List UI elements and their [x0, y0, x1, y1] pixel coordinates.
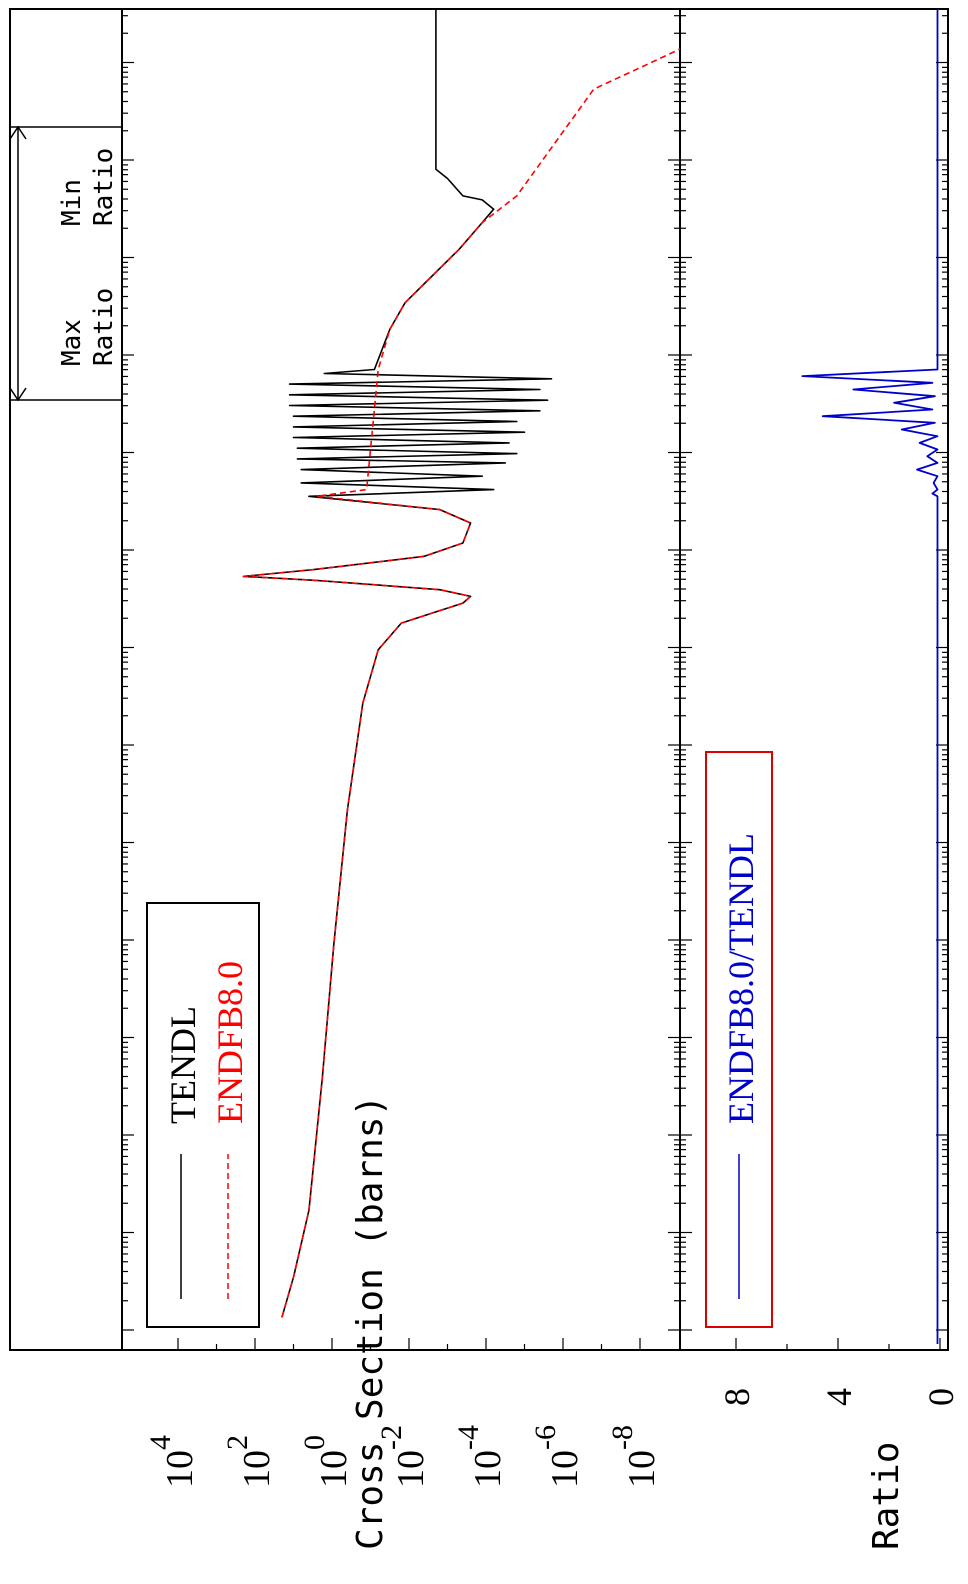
cross-section-legend: TENDL ENDFB8.0 — [146, 902, 260, 1328]
rotated-plot-root: Max Ratio Min Ratio TENDL ENDFB8.0 ENDFB… — [9, 8, 961, 1550]
y-tick-label: 10-2 — [375, 1425, 432, 1488]
min-ratio-label-line1: Min — [57, 179, 87, 226]
ratio-legend-box — [705, 751, 773, 1328]
series-line-ratio — [801, 9, 939, 1344]
ratio-series — [801, 9, 939, 1344]
max-ratio-arrowhead — [9, 387, 27, 402]
max-ratio-label-line2: Ratio — [89, 288, 119, 366]
legend-label-endfb: ENDFB8.0 — [210, 961, 250, 1124]
y-tick-label: 10-8 — [606, 1425, 663, 1488]
ratio-tick-label: 0 — [921, 1388, 961, 1406]
axis-ticks — [122, 15, 948, 1350]
cross-section-tick-labels: 104 102 100 10-2 10-4 10-6 10-8 — [144, 1425, 663, 1488]
min-ratio-arrowhead — [9, 125, 27, 140]
y-tick-label: 104 — [144, 1435, 201, 1488]
y-tick-label: 10-6 — [529, 1425, 586, 1488]
legend-label-tendl: TENDL — [163, 1006, 203, 1124]
max-ratio-label-line1: Max — [57, 319, 87, 366]
ratio-tick-label: 4 — [819, 1388, 859, 1406]
legend-label-ratio: ENDFB8.0/TENDL — [721, 833, 761, 1124]
cross-section-series — [242, 9, 681, 1318]
y-tick-label: 102 — [221, 1435, 278, 1488]
ratio-range-arrow: Max Ratio Min Ratio — [9, 125, 122, 402]
cross-section-axis-title: Cross Section (barns) — [350, 1095, 391, 1550]
y-tick-label: 10-4 — [452, 1425, 509, 1488]
ratio-legend: ENDFB8.0/TENDL — [705, 751, 773, 1328]
ratio-axis-title: Ratio — [866, 1442, 907, 1550]
cross-section-legend-box — [146, 902, 260, 1328]
ratio-tick-labels: 8 4 0 — [717, 1388, 961, 1406]
plot-frame — [9, 8, 949, 1351]
y-tick-label: 100 — [298, 1435, 355, 1488]
min-ratio-label-line2: Ratio — [89, 148, 119, 226]
series-line-endfb8-0 — [242, 48, 681, 1318]
ratio-tick-label: 8 — [717, 1388, 757, 1406]
